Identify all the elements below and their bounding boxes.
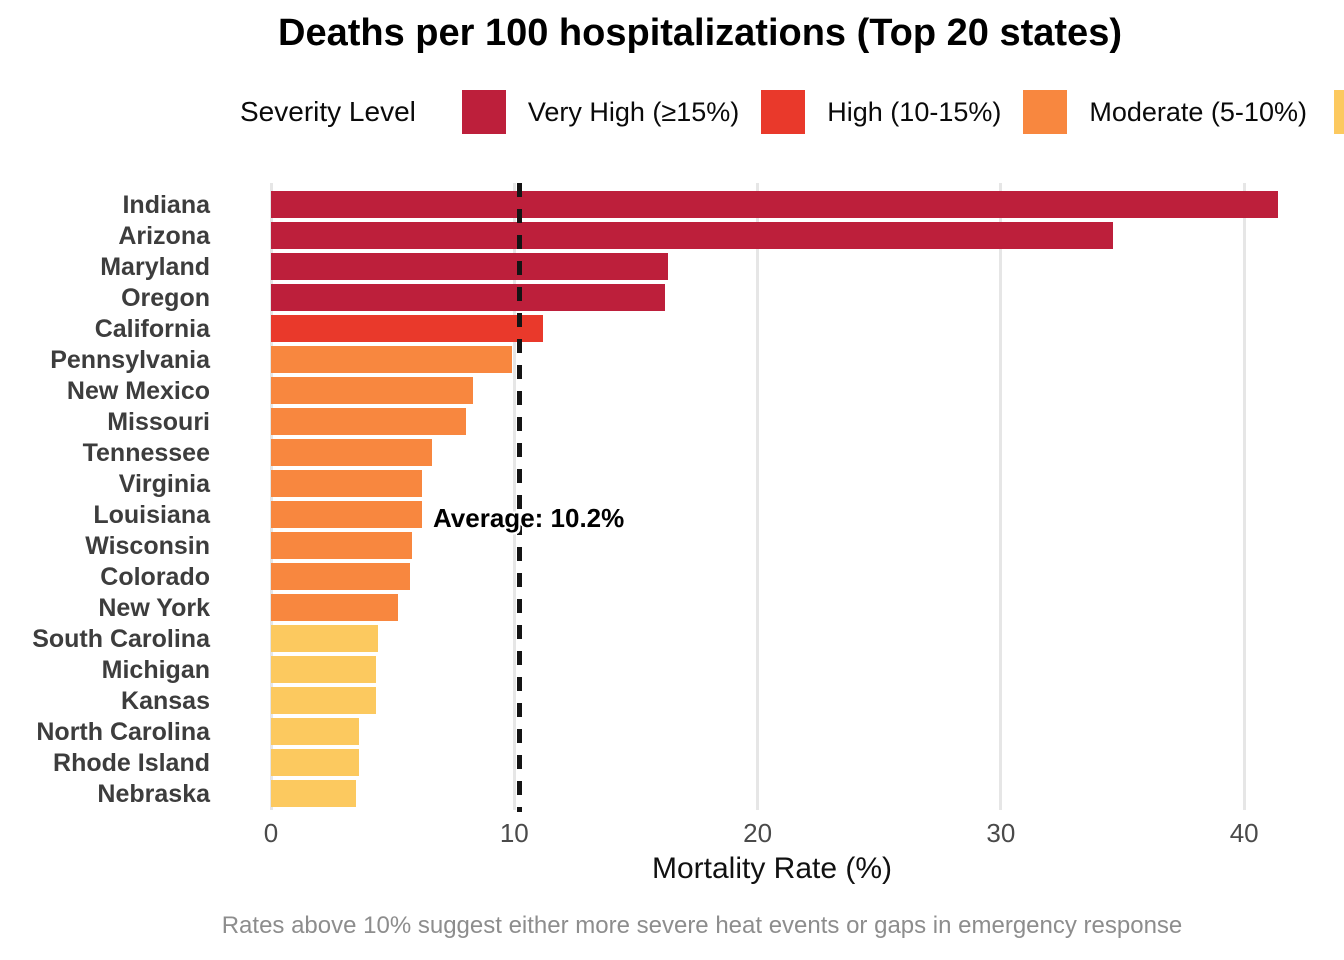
bar-new-york — [271, 594, 398, 621]
bar-maryland — [271, 253, 668, 280]
legend-item-high: High (10-15%) — [761, 90, 1001, 134]
legend-item-moderate: Moderate (5-10%) — [1023, 90, 1307, 134]
y-axis-label-kansas: Kansas — [121, 686, 210, 715]
y-axis-label-maryland: Maryland — [100, 252, 210, 281]
y-axis-label-tennessee: Tennessee — [82, 438, 210, 467]
bar-missouri — [271, 408, 466, 435]
legend-title: Severity Level — [240, 96, 416, 127]
gridline-x-30 — [999, 183, 1003, 810]
y-axis-label-south-carolina: South Carolina — [32, 624, 210, 653]
bar-arizona — [271, 222, 1113, 249]
average-annotation: Average: 10.2% — [433, 503, 625, 533]
bar-tennessee — [271, 439, 432, 466]
legend-swatch-moderate — [1023, 90, 1068, 134]
bar-colorado — [271, 563, 410, 590]
y-axis-label-wisconsin: Wisconsin — [85, 531, 210, 560]
y-axis-label-virginia: Virginia — [118, 469, 210, 498]
y-axis-label-new-mexico: New Mexico — [66, 376, 210, 405]
x-axis-title: Mortality Rate (%) — [651, 852, 893, 885]
legend-swatch-high — [761, 90, 806, 134]
bar-north-carolina — [271, 718, 359, 745]
bar-pennsylvania — [271, 346, 512, 373]
y-axis-label-arizona: Arizona — [118, 221, 210, 250]
x-tick-20: 20 — [743, 818, 773, 848]
y-axis-label-oregon: Oregon — [121, 283, 210, 312]
bar-kansas — [271, 687, 376, 714]
bar-california — [271, 315, 544, 342]
bar-new-mexico — [271, 377, 473, 404]
severity-legend: Severity Level Very High (≥15%) High (10-… — [240, 90, 1307, 134]
gridline-x-10 — [512, 183, 516, 810]
y-axis-label-colorado: Colorado — [100, 562, 210, 591]
bar-michigan — [271, 656, 376, 683]
bar-indiana — [271, 191, 1279, 218]
y-axis-label-new-york: New York — [98, 593, 210, 622]
legend-label-high: High (10-15%) — [827, 96, 1002, 127]
legend-swatch-very_high — [461, 90, 506, 134]
bar-south-carolina — [271, 625, 379, 652]
y-axis-label-rhode-island: Rhode Island — [53, 748, 210, 777]
y-axis-label-louisiana: Louisiana — [93, 500, 210, 529]
gridline-x-40 — [1242, 183, 1246, 810]
bar-oregon — [271, 284, 666, 311]
gridline-x-20 — [756, 183, 760, 810]
x-tick-10: 10 — [499, 818, 529, 848]
bar-virginia — [271, 470, 422, 497]
x-tick-40: 40 — [1229, 818, 1259, 848]
chart-title: Deaths per 100 hospitalizations (Top 20 … — [278, 12, 1122, 54]
y-axis-label-indiana: Indiana — [122, 190, 210, 219]
y-axis-label-michigan: Michigan — [101, 655, 210, 684]
y-axis-label-missouri: Missouri — [107, 407, 210, 436]
legend-item-very_high: Very High (≥15%) — [461, 90, 740, 134]
legend-swatch-low — [1334, 90, 1344, 134]
bar-wisconsin — [271, 532, 413, 559]
bar-louisiana — [271, 501, 422, 528]
bar-rhode-island — [271, 749, 359, 776]
y-axis-label-california: California — [94, 314, 210, 343]
y-axis-label-pennsylvania: Pennsylvania — [50, 345, 210, 374]
average-reference-line — [516, 183, 522, 812]
legend-label-very_high: Very High (≥15%) — [527, 96, 740, 127]
x-tick-30: 30 — [986, 818, 1016, 848]
x-tick-0: 0 — [263, 818, 279, 848]
y-axis-label-north-carolina: North Carolina — [36, 717, 210, 746]
caption-note: Rates above 10% suggest either more seve… — [221, 912, 1183, 939]
bar-nebraska — [271, 780, 357, 807]
y-axis-label-nebraska: Nebraska — [97, 779, 210, 808]
legend-label-moderate: Moderate (5-10%) — [1089, 96, 1307, 127]
